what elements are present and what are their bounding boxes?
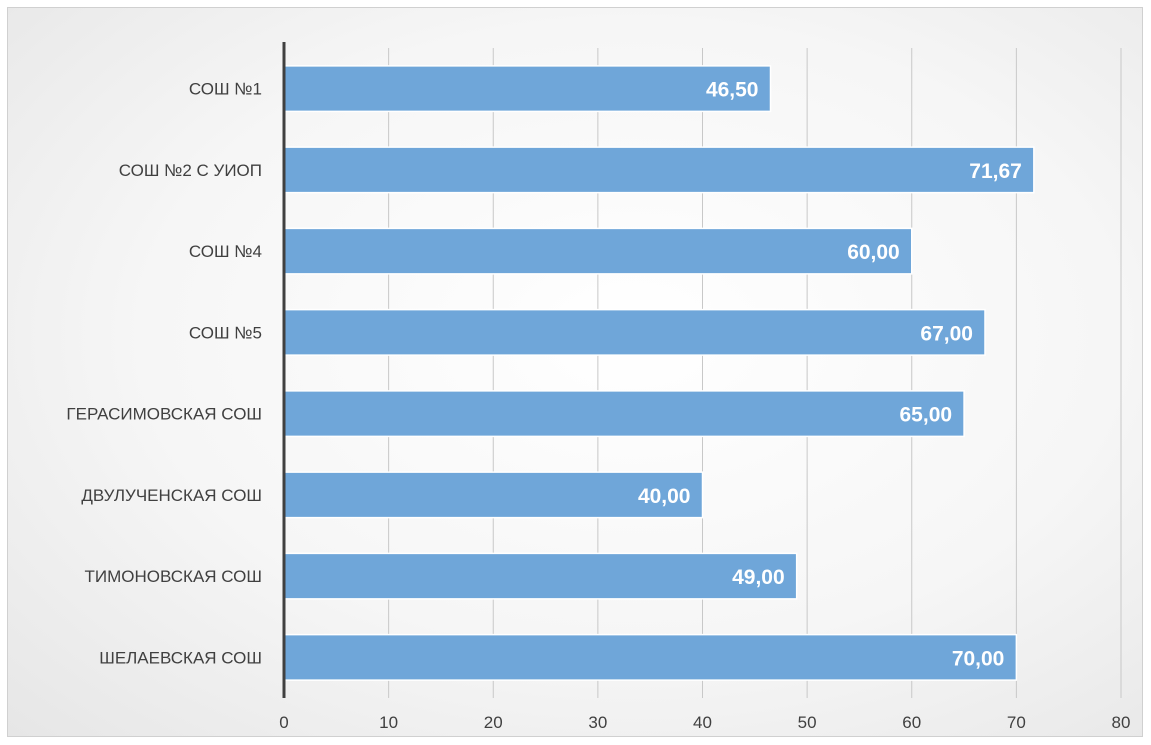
tick-label-80: 80 — [1112, 713, 1131, 732]
data-labels: 46,50 71,67 60,00 67,00 65,00 40,00 49,00 70,00 — [638, 79, 1022, 671]
data-label-1: 46,50 — [706, 79, 759, 102]
category-label-6: ДВУЛУЧЕНСКАЯ СОШ — [81, 486, 262, 505]
category-label-2: СОШ №2 С УИОП — [119, 161, 262, 180]
gridlines — [388, 48, 1122, 698]
tick-label-0: 0 — [279, 713, 288, 732]
category-label-4: СОШ №5 — [189, 323, 262, 342]
category-label-7: ТИМОНОВСКАЯ СОШ — [85, 567, 263, 586]
data-label-7: 49,00 — [732, 566, 785, 589]
category-label-5: ГЕРАСИМОВСКАЯ СОШ — [66, 405, 262, 424]
tick-label-60: 60 — [902, 713, 921, 732]
tick-labels: 0 10 20 30 40 50 60 70 80 — [279, 713, 1130, 732]
tick-label-10: 10 — [379, 713, 398, 732]
bar-3 — [283, 227, 913, 275]
bar-2 — [283, 146, 1035, 194]
data-label-8: 70,00 — [952, 647, 1005, 670]
bar-1 — [283, 65, 772, 113]
tick-label-50: 50 — [798, 713, 817, 732]
tick-label-30: 30 — [588, 713, 607, 732]
category-label-8: ШЕЛАЕВСКАЯ СОШ — [99, 648, 262, 667]
bar-4 — [283, 308, 986, 356]
data-label-5: 65,00 — [900, 404, 953, 427]
data-label-4: 67,00 — [920, 322, 973, 345]
bar-chart: СОШ №1 СОШ №2 С УИОП СОШ №4 СОШ №5 ГЕРАСИМОВ… — [66, 42, 1130, 732]
data-label-3: 60,00 — [847, 241, 900, 264]
data-label-2: 71,67 — [969, 160, 1022, 183]
chart-area: СОШ №1 СОШ №2 С УИОП СОШ №4 СОШ №5 ГЕРАСИМОВ… — [7, 7, 1143, 737]
category-labels: СОШ №1 СОШ №2 С УИОП СОШ №4 СОШ №5 ГЕРАСИМОВ… — [66, 80, 262, 668]
category-label-3: СОШ №4 — [189, 242, 262, 261]
bar-5 — [283, 390, 965, 438]
tick-label-40: 40 — [693, 713, 712, 732]
data-label-6: 40,00 — [638, 485, 691, 508]
bar-8 — [283, 633, 1018, 681]
tick-label-20: 20 — [484, 713, 503, 732]
category-label-1: СОШ №1 — [189, 80, 262, 99]
tick-label-70: 70 — [1007, 713, 1026, 732]
bar-7 — [283, 552, 798, 600]
bars — [283, 65, 1035, 681]
